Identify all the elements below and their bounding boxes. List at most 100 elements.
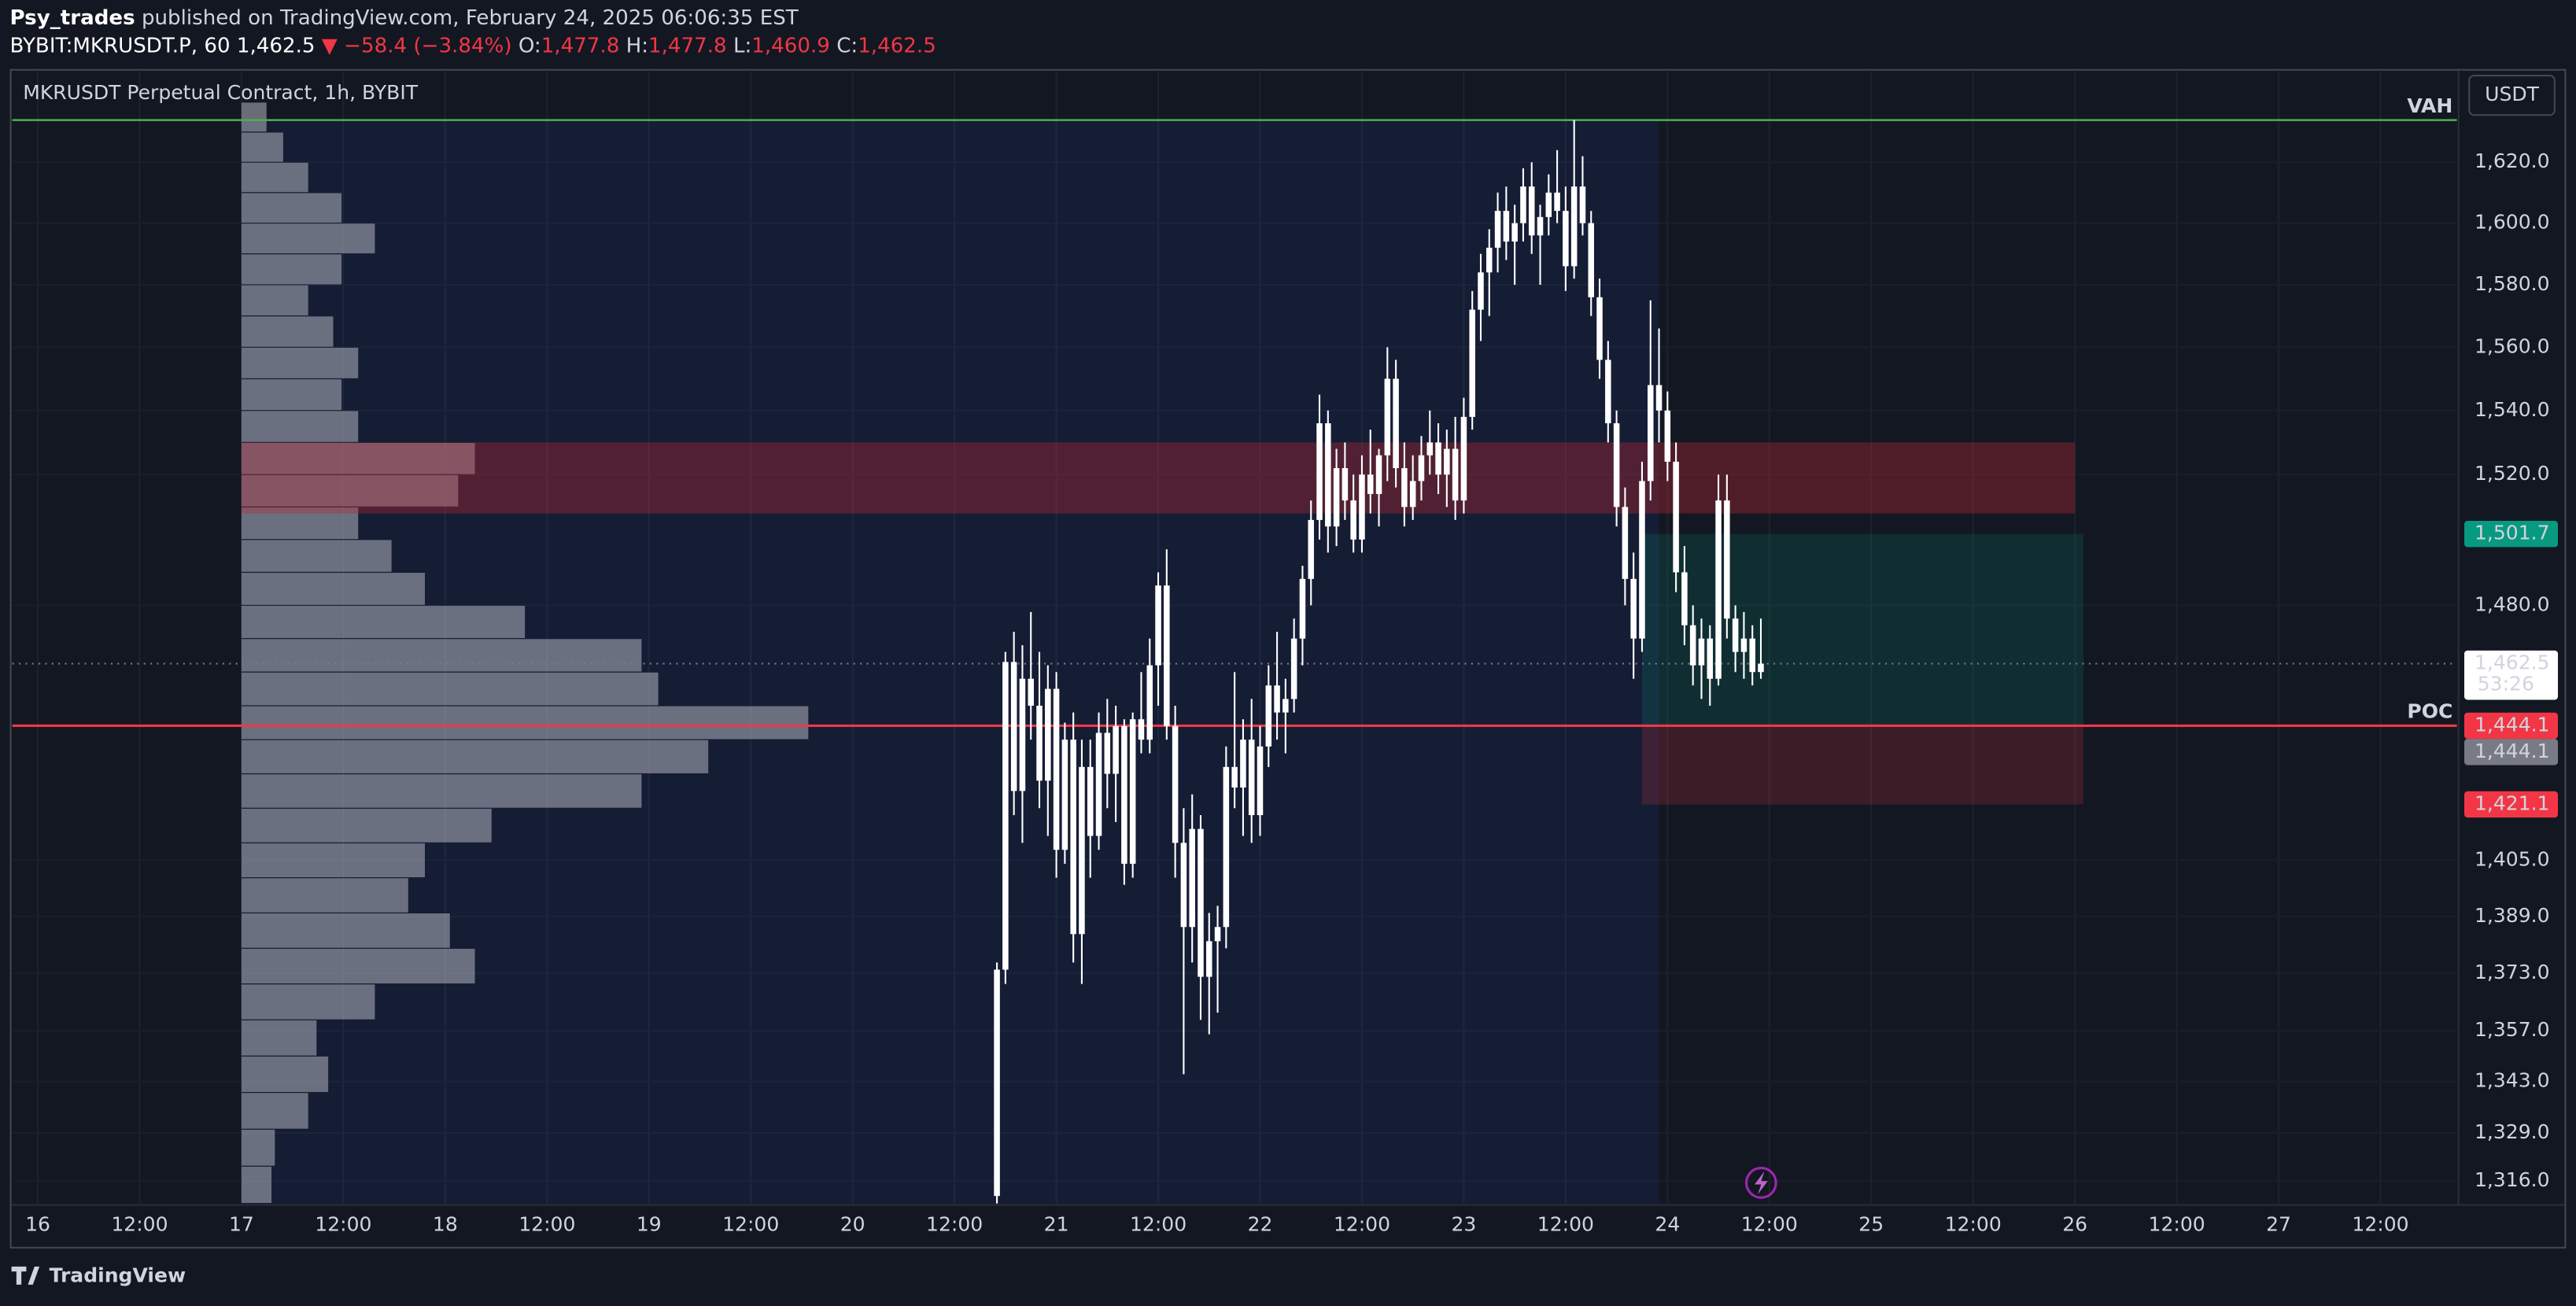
candle-body	[1274, 685, 1280, 713]
candle-body	[1299, 578, 1306, 639]
candle-body	[1570, 186, 1578, 267]
candle-body	[1596, 297, 1603, 360]
candle-body	[1206, 941, 1212, 977]
last-price-tag: 1,462.5	[2475, 651, 2550, 674]
x-tick-label: 27	[2266, 1213, 2291, 1236]
candle-body	[1316, 422, 1323, 520]
x-tick-label: 22	[1248, 1213, 1273, 1236]
o-value: 1,477.8	[541, 34, 620, 57]
profile-bar	[241, 193, 342, 223]
candle-body	[1061, 740, 1068, 850]
candle-body	[1613, 422, 1620, 507]
y-tick-label: 1,540.0	[2475, 398, 2550, 421]
candle-body	[1087, 766, 1094, 836]
profile-bar	[241, 411, 359, 442]
y-tick-label: 1,343.0	[2475, 1069, 2550, 1092]
last-price-tag-bg	[2464, 650, 2559, 700]
candle-body	[1070, 740, 1076, 935]
candle-body	[1045, 688, 1051, 781]
candle-body	[1673, 461, 1679, 573]
x-tick-label: 12:00	[926, 1213, 983, 1236]
lightning-icon	[1744, 1167, 1777, 1199]
y-tick-label: 1,329.0	[2475, 1120, 2550, 1143]
x-tick-label: 25	[1858, 1213, 1884, 1236]
candle-body	[1401, 468, 1408, 507]
candle-body	[1689, 625, 1696, 666]
candle-body	[1138, 719, 1145, 740]
candle-body	[1121, 725, 1127, 864]
profile-bar	[241, 878, 408, 913]
candle-body	[1010, 662, 1017, 791]
candle-body	[1146, 665, 1153, 740]
y-tick-label: 1,405.0	[2475, 847, 2550, 870]
candle-body	[1350, 500, 1356, 540]
profile-bar	[241, 379, 342, 411]
candle-body	[1214, 927, 1221, 942]
profile-bar	[241, 162, 308, 193]
candle-body	[1393, 378, 1399, 469]
candle-body	[1605, 360, 1611, 423]
y-tick-label: 1,316.0	[2475, 1168, 2550, 1191]
o-label: O:	[519, 34, 541, 57]
candle-body	[1053, 688, 1060, 850]
h-value: 1,477.8	[648, 34, 727, 57]
x-tick-label: 23	[1451, 1213, 1476, 1236]
profile-bar	[241, 223, 375, 254]
x-tick-label: 12:00	[722, 1213, 779, 1236]
profile-bar	[241, 254, 342, 285]
candle-body	[1164, 585, 1170, 726]
poc-tag: 1,444.1	[2475, 713, 2550, 736]
candle-body	[1545, 192, 1552, 217]
candle-body	[1647, 385, 1654, 481]
candle-body	[1588, 223, 1594, 297]
header-line: Psy_trades published on TradingView.com,…	[10, 6, 799, 29]
y-tick-label: 1,373.0	[2475, 961, 2550, 983]
position-stop	[1641, 725, 2083, 805]
currency-box[interactable]	[2468, 75, 2556, 116]
candle-body	[1019, 678, 1026, 791]
x-tick-label: 12:00	[111, 1213, 168, 1236]
candle-body	[1257, 746, 1264, 816]
y-tick-label: 1,520.0	[2475, 462, 2550, 485]
plot	[12, 70, 2457, 1204]
candle-body	[1486, 247, 1493, 273]
candle-body	[1079, 766, 1085, 935]
y-tick-label: 1,357.0	[2475, 1018, 2550, 1041]
level-name: VAH	[2407, 94, 2452, 117]
candle-body	[1265, 685, 1272, 747]
candle-body	[1715, 500, 1722, 679]
candle-body	[1325, 422, 1331, 527]
profile-bar	[241, 132, 283, 162]
profile-bar	[241, 1166, 272, 1204]
candle-body	[1664, 410, 1671, 462]
c-label: C:	[836, 34, 858, 57]
candle-body	[1240, 740, 1246, 788]
x-tick-label: 12:00	[1130, 1213, 1187, 1236]
chart-title: MKRUSDT Perpetual Contract, 1h, BYBIT	[23, 81, 418, 104]
candle-body	[1155, 585, 1161, 666]
candle-body	[1655, 385, 1663, 411]
candle-body	[1681, 572, 1688, 625]
candle-body	[1563, 211, 1569, 267]
candle-body	[1359, 474, 1365, 540]
x-tick-label: 17	[229, 1213, 254, 1236]
profile-bar	[241, 443, 475, 474]
last: 1,462.5	[237, 34, 316, 57]
profile-bar	[241, 285, 308, 315]
candle-body	[1367, 474, 1374, 494]
x-tick-label: 12:00	[1334, 1213, 1390, 1236]
candle-body	[1469, 309, 1475, 417]
y-tick-label: 1,580.0	[2475, 272, 2550, 295]
profile-bar	[241, 913, 450, 948]
candle-body	[1418, 455, 1425, 481]
h-label: H:	[626, 34, 648, 57]
profile-bar	[241, 672, 659, 706]
profile-bar	[241, 573, 425, 605]
stop-tag-bg	[2464, 791, 2559, 818]
x-tick-label: 26	[2062, 1213, 2087, 1236]
candle-body	[1511, 223, 1518, 242]
x-tick-label: 12:00	[519, 1213, 575, 1236]
x-tick-label: 12:00	[2352, 1213, 2408, 1236]
footer-logo	[11, 1266, 40, 1285]
